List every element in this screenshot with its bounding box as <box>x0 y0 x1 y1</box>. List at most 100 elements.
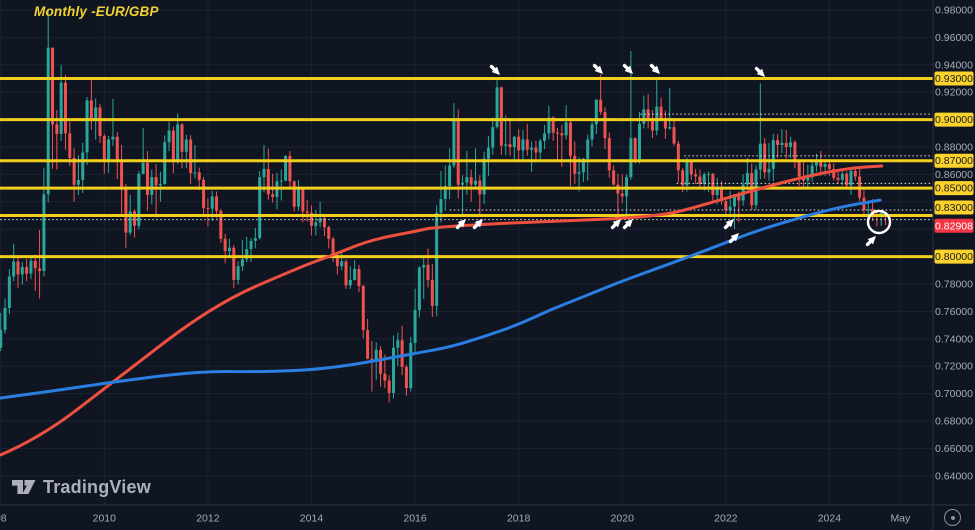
candle <box>206 207 210 209</box>
candle <box>94 107 98 119</box>
candle <box>577 172 581 174</box>
candle <box>417 267 421 311</box>
time-axis[interactable] <box>0 505 933 530</box>
candle <box>128 211 132 233</box>
candle <box>249 240 253 250</box>
candle <box>586 139 590 159</box>
candle <box>629 138 633 178</box>
candle <box>89 100 93 119</box>
candle <box>517 136 521 151</box>
y-axis-label: 0.66000 <box>935 443 973 455</box>
candle <box>210 196 214 209</box>
x-axis-label: May <box>890 513 911 525</box>
y-axis-label: 0.92000 <box>935 87 973 99</box>
candle <box>219 210 223 239</box>
candle <box>115 136 119 163</box>
candle <box>534 147 538 153</box>
candle <box>698 176 702 184</box>
candle <box>780 142 784 145</box>
candle <box>590 124 594 140</box>
candle <box>227 247 231 252</box>
candle <box>180 124 184 152</box>
candle <box>560 133 564 136</box>
level-price-label-box <box>934 71 974 86</box>
candle <box>124 186 128 233</box>
candle <box>465 177 469 183</box>
candle <box>20 266 24 275</box>
x-axis-label: 2020 <box>611 513 635 525</box>
y-axis-label: 0.76000 <box>935 306 973 318</box>
up-arrow-icon <box>723 219 734 230</box>
candle <box>387 380 391 393</box>
candle <box>504 144 508 146</box>
candle <box>866 209 870 211</box>
candle <box>530 147 534 150</box>
down-arrow-icon <box>622 63 633 74</box>
y-axis-label: 0.68000 <box>935 416 973 428</box>
candle <box>16 261 20 275</box>
axis-settings-icon[interactable] <box>944 509 961 526</box>
y-axis-label: 0.72000 <box>935 361 973 373</box>
candle <box>76 179 80 185</box>
candle <box>0 329 3 348</box>
candle <box>443 186 447 200</box>
candle <box>258 177 262 239</box>
candle <box>435 212 439 306</box>
y-axis-label: 0.78000 <box>935 279 973 291</box>
candle <box>223 238 227 252</box>
candle <box>672 127 676 144</box>
candle <box>305 211 309 213</box>
x-axis-label: 2024 <box>818 513 842 525</box>
x-axis-label: 2012 <box>196 513 220 525</box>
candle <box>331 238 335 256</box>
level-price-label: 0.85000 <box>935 183 973 195</box>
candle <box>68 133 72 158</box>
candle <box>167 130 171 143</box>
candle <box>612 170 616 185</box>
candle <box>581 158 585 173</box>
candle <box>767 168 771 173</box>
candle <box>538 140 542 153</box>
candle <box>150 177 154 195</box>
candle <box>266 168 270 195</box>
candle <box>120 162 124 187</box>
y-axis-label: 0.64000 <box>935 470 973 482</box>
tradingview-watermark[interactable]: TradingView <box>12 477 151 498</box>
up-arrow-icon <box>610 219 621 230</box>
up-arrow-icon <box>472 219 483 230</box>
candle <box>98 107 102 137</box>
candle <box>642 109 646 124</box>
candle <box>797 162 801 177</box>
chart-symbol-title[interactable]: Monthly -EUR/GBP <box>34 4 159 19</box>
candle <box>525 139 529 150</box>
candle <box>650 118 654 131</box>
candle <box>366 329 370 359</box>
candle <box>732 194 736 207</box>
candle <box>189 139 193 174</box>
level-price-label: 0.80000 <box>935 251 973 263</box>
candle <box>448 165 452 187</box>
candle <box>646 109 650 119</box>
candle <box>370 358 374 361</box>
x-axis-label: 2016 <box>403 513 427 525</box>
candle <box>374 349 378 361</box>
candle <box>789 142 793 148</box>
candle <box>42 194 46 271</box>
candle <box>638 123 642 160</box>
candle <box>145 162 149 195</box>
candle <box>318 218 322 223</box>
up-arrow-icon <box>455 219 466 230</box>
candle <box>720 187 724 202</box>
candle <box>400 340 404 367</box>
candle <box>461 182 465 185</box>
support-resistance-lines <box>0 77 933 259</box>
candle <box>573 155 577 174</box>
candle <box>327 227 331 239</box>
x-axis-label: 2010 <box>93 513 117 525</box>
candle <box>137 173 141 226</box>
up-arrow-icon <box>728 233 739 244</box>
candle <box>314 222 318 226</box>
price-axis[interactable] <box>933 0 975 505</box>
